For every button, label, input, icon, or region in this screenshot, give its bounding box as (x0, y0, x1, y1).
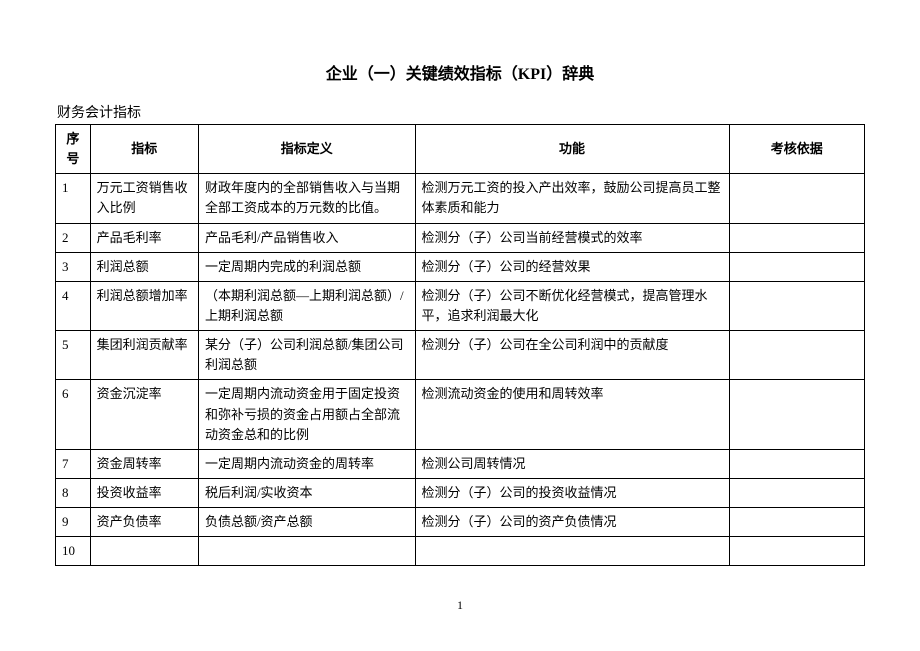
cell-definition: 财政年度内的全部销售收入与当期全部工资成本的万元数的比值。 (198, 174, 415, 223)
table-row: 4 利润总额增加率 （本期利润总额—上期利润总额）/上期利润总额 检测分（子）公… (56, 281, 865, 330)
cell-definition: 产品毛利/产品销售收入 (198, 223, 415, 252)
cell-indicator: 集团利润贡献率 (90, 331, 198, 380)
cell-basis (729, 331, 864, 380)
cell-definition: 某分（子）公司利润总额/集团公司利润总额 (198, 331, 415, 380)
header-definition: 指标定义 (198, 125, 415, 174)
header-num: 序号 (56, 125, 91, 174)
page-number: 1 (55, 598, 865, 613)
cell-definition: 税后利润/实收资本 (198, 478, 415, 507)
kpi-table: 序号 指标 指标定义 功能 考核依据 1 万元工资销售收入比例 财政年度内的全部… (55, 124, 865, 566)
cell-basis (729, 478, 864, 507)
cell-function: 检测公司周转情况 (415, 449, 729, 478)
cell-basis (729, 508, 864, 537)
cell-basis (729, 252, 864, 281)
page-title: 企业（一）关键绩效指标（KPI）辞典 (55, 60, 865, 84)
cell-num: 4 (56, 281, 91, 330)
cell-basis (729, 281, 864, 330)
cell-function: 检测分（子）公司不断优化经营模式，提高管理水平，追求利润最大化 (415, 281, 729, 330)
cell-function: 检测分（子）公司的资产负债情况 (415, 508, 729, 537)
cell-num: 10 (56, 537, 91, 566)
table-header-row: 序号 指标 指标定义 功能 考核依据 (56, 125, 865, 174)
cell-function: 检测分（子）公司的投资收益情况 (415, 478, 729, 507)
table-row: 3 利润总额 一定周期内完成的利润总额 检测分（子）公司的经营效果 (56, 252, 865, 281)
cell-indicator: 资产负债率 (90, 508, 198, 537)
cell-function (415, 537, 729, 566)
cell-indicator: 投资收益率 (90, 478, 198, 507)
table-row: 8 投资收益率 税后利润/实收资本 检测分（子）公司的投资收益情况 (56, 478, 865, 507)
cell-indicator: 利润总额增加率 (90, 281, 198, 330)
cell-num: 5 (56, 331, 91, 380)
cell-basis (729, 537, 864, 566)
cell-definition: 负债总额/资产总额 (198, 508, 415, 537)
table-row: 1 万元工资销售收入比例 财政年度内的全部销售收入与当期全部工资成本的万元数的比… (56, 174, 865, 223)
cell-indicator: 万元工资销售收入比例 (90, 174, 198, 223)
table-row: 2 产品毛利率 产品毛利/产品销售收入 检测分（子）公司当前经营模式的效率 (56, 223, 865, 252)
table-subtitle: 财务会计指标 (55, 102, 865, 122)
cell-basis (729, 380, 864, 449)
cell-function: 检测分（子）公司在全公司利润中的贡献度 (415, 331, 729, 380)
cell-function: 检测分（子）公司当前经营模式的效率 (415, 223, 729, 252)
table-row: 9 资产负债率 负债总额/资产总额 检测分（子）公司的资产负债情况 (56, 508, 865, 537)
cell-definition: 一定周期内完成的利润总额 (198, 252, 415, 281)
cell-function: 检测万元工资的投入产出效率，鼓励公司提高员工整体素质和能力 (415, 174, 729, 223)
table-body: 1 万元工资销售收入比例 财政年度内的全部销售收入与当期全部工资成本的万元数的比… (56, 174, 865, 566)
cell-num: 8 (56, 478, 91, 507)
cell-indicator: 资金周转率 (90, 449, 198, 478)
cell-basis (729, 223, 864, 252)
cell-num: 3 (56, 252, 91, 281)
cell-indicator: 产品毛利率 (90, 223, 198, 252)
cell-indicator: 资金沉淀率 (90, 380, 198, 449)
header-function: 功能 (415, 125, 729, 174)
cell-definition: 一定周期内流动资金用于固定投资和弥补亏损的资金占用额占全部流动资金总和的比例 (198, 380, 415, 449)
cell-basis (729, 449, 864, 478)
table-row: 6 资金沉淀率 一定周期内流动资金用于固定投资和弥补亏损的资金占用额占全部流动资… (56, 380, 865, 449)
table-row: 5 集团利润贡献率 某分（子）公司利润总额/集团公司利润总额 检测分（子）公司在… (56, 331, 865, 380)
cell-num: 6 (56, 380, 91, 449)
cell-basis (729, 174, 864, 223)
cell-indicator: 利润总额 (90, 252, 198, 281)
cell-definition: 一定周期内流动资金的周转率 (198, 449, 415, 478)
cell-num: 1 (56, 174, 91, 223)
table-row: 10 (56, 537, 865, 566)
table-row: 7 资金周转率 一定周期内流动资金的周转率 检测公司周转情况 (56, 449, 865, 478)
cell-num: 7 (56, 449, 91, 478)
cell-definition: （本期利润总额—上期利润总额）/上期利润总额 (198, 281, 415, 330)
cell-definition (198, 537, 415, 566)
cell-indicator (90, 537, 198, 566)
header-basis: 考核依据 (729, 125, 864, 174)
cell-num: 2 (56, 223, 91, 252)
cell-function: 检测流动资金的使用和周转效率 (415, 380, 729, 449)
header-indicator: 指标 (90, 125, 198, 174)
cell-function: 检测分（子）公司的经营效果 (415, 252, 729, 281)
cell-num: 9 (56, 508, 91, 537)
